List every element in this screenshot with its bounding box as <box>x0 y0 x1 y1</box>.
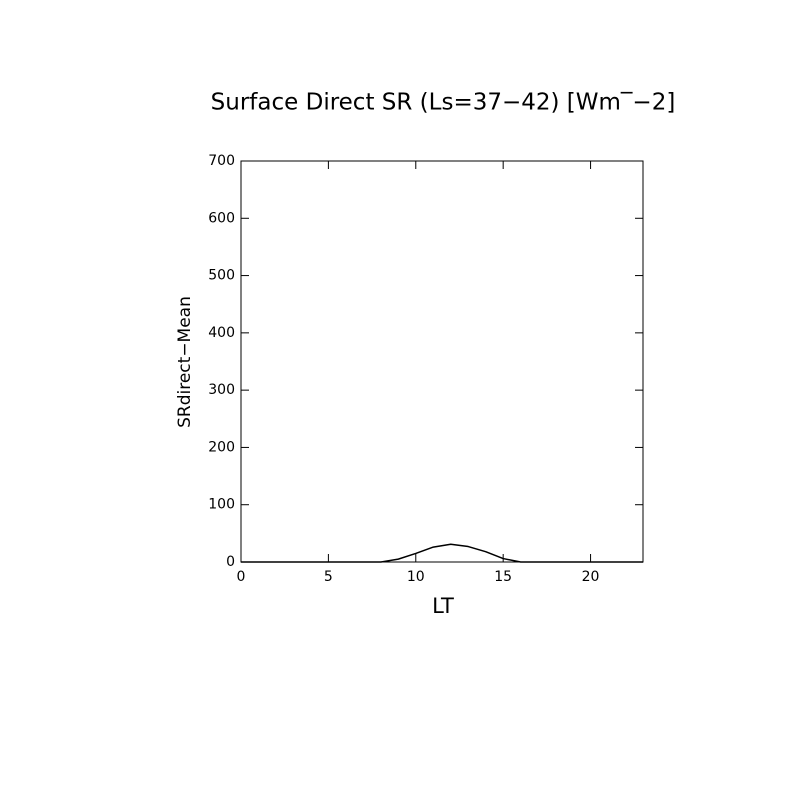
y-tick-label: 500 <box>208 268 235 284</box>
x-tick-label: 20 <box>582 569 600 585</box>
y-tick-label: 700 <box>208 153 235 169</box>
chart-title: Surface Direct SR (Ls=37−42) [Wm‾−2] <box>211 90 676 116</box>
x-tick-label: 10 <box>407 569 425 585</box>
x-tick-label: 5 <box>324 569 333 585</box>
y-tick-label: 600 <box>208 210 235 226</box>
y-tick-label: 300 <box>208 382 235 398</box>
plot-frame <box>240 160 644 563</box>
x-tick-label: 0 <box>237 569 246 585</box>
y-axis-label: SRdirect−Mean <box>175 296 195 428</box>
y-tick-label: 100 <box>208 497 235 513</box>
y-tick-label: 0 <box>226 554 235 570</box>
x-tick-label: 15 <box>494 569 512 585</box>
x-axis-label: LT <box>432 594 454 618</box>
line <box>241 543 643 563</box>
y-tick-label: 200 <box>208 439 235 455</box>
y-tick-label: 400 <box>208 325 235 341</box>
